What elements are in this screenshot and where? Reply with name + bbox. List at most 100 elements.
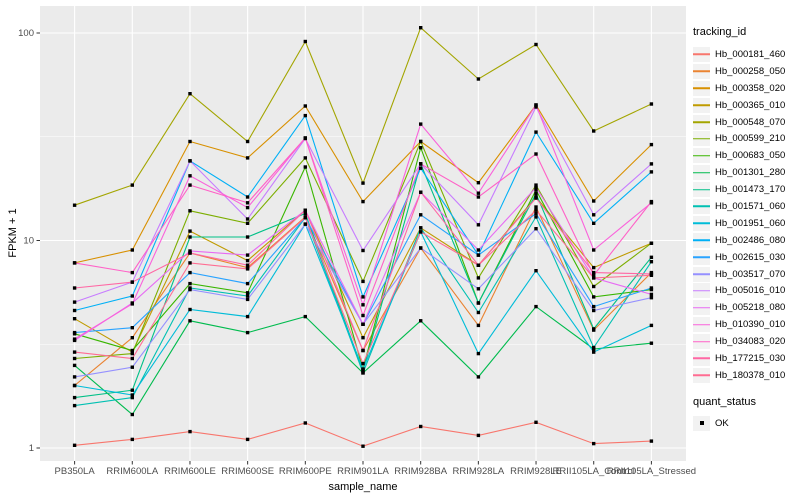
data-point xyxy=(245,314,250,319)
data-point xyxy=(188,229,192,233)
data-point xyxy=(130,437,134,442)
data-point xyxy=(303,156,307,160)
data-point xyxy=(130,388,134,392)
legend-item: Hb_177215_030 xyxy=(693,350,785,367)
x-tick-label: RRIM600LA xyxy=(106,466,158,477)
data-point xyxy=(592,273,596,277)
data-point xyxy=(130,395,134,400)
data-point xyxy=(72,363,77,368)
data-point xyxy=(476,191,481,195)
legend-label: Hb_000258_050 xyxy=(715,65,786,77)
data-point xyxy=(592,441,596,446)
data-point xyxy=(130,248,134,252)
data-point xyxy=(130,356,134,361)
data-point xyxy=(592,270,596,275)
data-point xyxy=(303,113,307,118)
data-point xyxy=(361,371,365,375)
quant-legend-item: OK xyxy=(693,415,785,432)
legend-key xyxy=(693,182,710,198)
legend-key xyxy=(693,266,710,282)
data-point xyxy=(130,393,134,397)
data-point xyxy=(72,443,77,447)
data-point xyxy=(130,183,134,187)
data-point xyxy=(245,139,250,144)
legend-key-line xyxy=(693,340,710,343)
data-point xyxy=(592,276,596,280)
legend-key-line xyxy=(693,205,710,208)
data-point xyxy=(361,199,365,204)
data-point xyxy=(534,205,538,209)
data-point xyxy=(534,269,538,273)
legend-key xyxy=(693,367,710,383)
data-point xyxy=(476,433,481,438)
data-point xyxy=(245,217,250,221)
legend-label: Hb_177215_030 xyxy=(715,352,786,364)
legend-label: Hb_001951_060 xyxy=(715,217,786,229)
legend-item: Hb_000358_020 xyxy=(693,80,785,97)
data-point xyxy=(534,105,538,109)
data-point xyxy=(245,221,250,225)
legend-item: Hb_003517_070 xyxy=(693,266,785,283)
data-point xyxy=(419,166,423,170)
data-point xyxy=(361,322,365,326)
data-point xyxy=(72,330,77,335)
legend-key xyxy=(693,97,710,113)
black-square-marker-icon xyxy=(699,421,704,426)
data-point xyxy=(534,215,538,219)
data-point xyxy=(649,292,654,297)
data-point xyxy=(72,337,77,341)
data-point xyxy=(592,284,596,289)
x-tick-label: RRIM600PE xyxy=(279,466,332,477)
data-point xyxy=(245,258,250,263)
data-point xyxy=(592,327,596,331)
data-point xyxy=(130,302,134,306)
legend-key xyxy=(693,232,710,248)
y-tick-label: 100 xyxy=(18,28,34,39)
x-tick-label: RRIM928BA xyxy=(394,466,447,477)
data-point xyxy=(245,205,250,210)
data-point xyxy=(303,421,307,425)
data-point xyxy=(649,102,654,106)
x-tick-label: RRIM928LA xyxy=(452,466,504,477)
data-point xyxy=(592,308,596,313)
data-point xyxy=(534,42,538,47)
data-point xyxy=(592,295,596,299)
data-point xyxy=(303,136,307,140)
legend-key-line xyxy=(693,188,710,191)
data-point xyxy=(419,190,423,194)
legend-item: Hb_001473_170 xyxy=(693,181,785,198)
data-point xyxy=(649,439,654,443)
x-tick-label: PB350LA xyxy=(55,466,96,477)
data-point xyxy=(476,195,481,199)
legend-label: Hb_001473_170 xyxy=(715,184,786,196)
data-point xyxy=(361,279,365,284)
legend-label: Hb_002615_030 xyxy=(715,251,786,263)
data-point xyxy=(303,208,307,212)
data-point xyxy=(303,215,307,220)
legend-label: Hb_180378_010 xyxy=(715,369,786,381)
legend-label: Hb_000365_010 xyxy=(715,99,786,111)
data-point xyxy=(419,226,423,230)
data-point xyxy=(245,281,250,286)
x-tick-label: RRIM600SE xyxy=(221,466,274,477)
data-point xyxy=(534,208,538,212)
data-point xyxy=(419,213,423,217)
data-point xyxy=(188,251,192,255)
data-point xyxy=(188,287,192,292)
legend-item: Hb_000181_460 xyxy=(693,46,785,63)
data-point xyxy=(592,304,596,309)
legend-key xyxy=(693,283,710,299)
data-point xyxy=(476,263,481,267)
data-point xyxy=(361,181,365,185)
data-point xyxy=(72,286,77,290)
data-point xyxy=(534,211,538,216)
data-point xyxy=(130,270,134,275)
legend-label: Hb_034083_020 xyxy=(715,336,786,348)
legend-key xyxy=(693,131,710,147)
data-point xyxy=(188,183,192,187)
data-point xyxy=(130,348,134,353)
data-point xyxy=(245,235,250,239)
legend-item: Hb_001571_060 xyxy=(693,198,785,215)
data-point xyxy=(419,230,423,234)
